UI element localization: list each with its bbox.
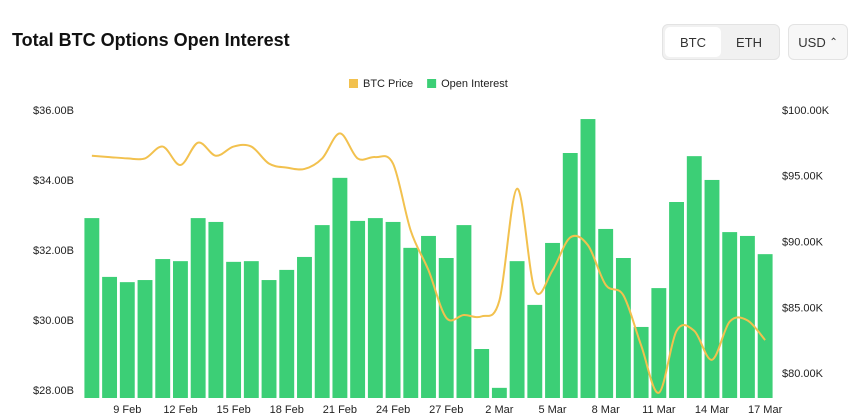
- x-tick-label: 5 Mar: [538, 404, 566, 416]
- bar: [580, 119, 596, 399]
- x-tick-label: 11 Mar: [642, 404, 676, 416]
- x-tick-label: 2 Mar: [485, 404, 513, 416]
- y-tick-label: $36.00B: [33, 105, 74, 117]
- bar: [598, 228, 614, 398]
- bar: [739, 235, 755, 398]
- bar: [403, 247, 419, 398]
- bar: [314, 225, 330, 398]
- asset-toggle: BTC ETH: [662, 24, 780, 60]
- bar: [722, 232, 738, 398]
- legend-swatch: [349, 79, 358, 88]
- bar: [562, 153, 578, 398]
- bar: [119, 282, 135, 398]
- bar: [297, 256, 312, 398]
- x-tick-label: 14 Mar: [695, 404, 730, 416]
- asset-button[interactable]: BTC: [665, 27, 721, 57]
- bar: [190, 218, 206, 398]
- bar: [438, 258, 454, 398]
- bar: [527, 304, 543, 398]
- legend-label: Open Interest: [441, 78, 508, 90]
- bar: [757, 254, 773, 398]
- bar: [173, 261, 188, 398]
- y2-tick-label: $100.00K: [782, 105, 830, 117]
- bar: [332, 177, 348, 398]
- bar: [155, 259, 171, 398]
- bar: [615, 258, 631, 398]
- bar: [686, 156, 702, 398]
- bar: [421, 235, 436, 398]
- y2-tick-label: $80.00K: [782, 368, 824, 380]
- bar: [385, 221, 401, 398]
- currency-select[interactable]: USD ⌃: [788, 24, 848, 60]
- x-tick-label: 24 Feb: [376, 404, 410, 416]
- y-tick-label: $28.00B: [33, 385, 74, 397]
- y2-tick-label: $90.00K: [782, 237, 824, 249]
- x-tick-label: 21 Feb: [323, 404, 357, 416]
- bar: [633, 326, 649, 398]
- bar: [243, 261, 259, 398]
- bar: [704, 179, 720, 398]
- bar: [367, 218, 383, 398]
- bar: [261, 280, 277, 398]
- bar: [456, 225, 472, 398]
- legend-label: BTC Price: [363, 78, 413, 90]
- bar: [509, 261, 525, 398]
- y-tick-label: $32.00B: [33, 245, 74, 257]
- bar: [669, 202, 684, 398]
- bar: [279, 269, 295, 398]
- y2-tick-label: $85.00K: [782, 302, 824, 314]
- x-tick-label: 8 Mar: [592, 404, 620, 416]
- chart-title: Total BTC Options Open Interest: [12, 30, 290, 50]
- x-tick-label: 15 Feb: [216, 404, 250, 416]
- price-line: [91, 132, 766, 394]
- bar: [350, 220, 366, 398]
- bar: [102, 276, 118, 398]
- y2-tick-label: $95.00K: [782, 171, 824, 183]
- bar: [137, 280, 153, 398]
- bar: [545, 242, 560, 398]
- currency-label: USD: [798, 34, 826, 50]
- x-tick-label: 17 Mar: [748, 404, 783, 416]
- x-tick-label: 18 Feb: [270, 404, 304, 416]
- y-tick-label: $34.00B: [33, 175, 74, 187]
- x-tick-label: 27 Feb: [429, 404, 463, 416]
- legend-swatch: [427, 79, 437, 88]
- x-tick-label: 9 Feb: [113, 404, 141, 416]
- chevron: ⌃: [829, 36, 838, 48]
- bar: [491, 387, 507, 398]
- y-tick-label: $30.00B: [33, 315, 74, 327]
- x-tick-label: 12 Feb: [163, 404, 197, 416]
- asset-button[interactable]: ETH: [736, 34, 762, 50]
- bar: [84, 218, 100, 398]
- bar: [226, 261, 242, 398]
- bar: [651, 288, 667, 398]
- bar: [208, 221, 224, 398]
- bar: [474, 349, 490, 398]
